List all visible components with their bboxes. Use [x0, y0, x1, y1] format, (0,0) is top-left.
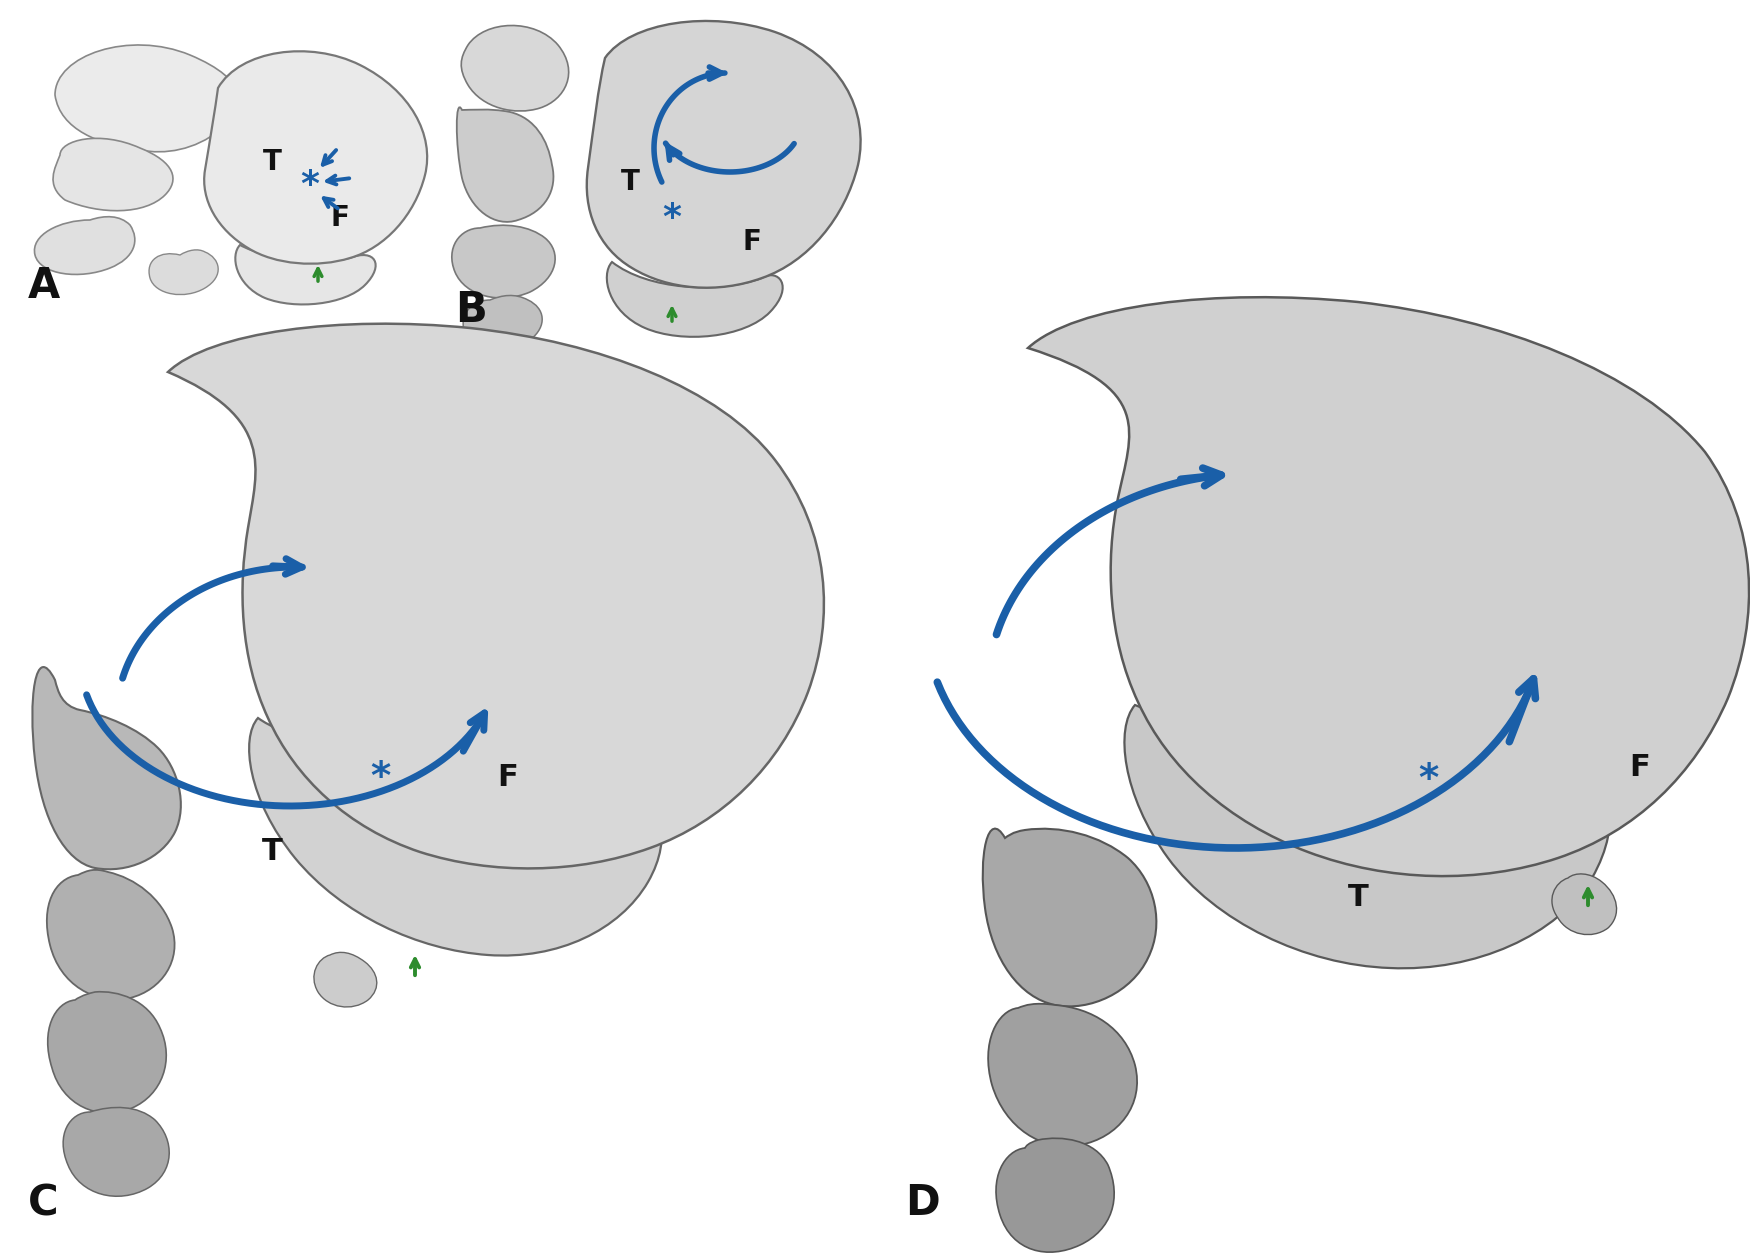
PathPatch shape	[462, 25, 569, 110]
Text: F: F	[497, 763, 518, 792]
PathPatch shape	[313, 953, 376, 1007]
PathPatch shape	[586, 21, 861, 287]
Text: T: T	[621, 168, 639, 196]
Text: B: B	[455, 289, 486, 331]
PathPatch shape	[31, 668, 180, 870]
PathPatch shape	[989, 1004, 1138, 1146]
PathPatch shape	[984, 828, 1157, 1007]
PathPatch shape	[47, 870, 175, 999]
Text: F: F	[1629, 753, 1650, 783]
Text: *: *	[663, 201, 681, 235]
Text: *: *	[369, 759, 390, 797]
Text: C: C	[28, 1182, 60, 1224]
Text: T: T	[1348, 884, 1368, 912]
PathPatch shape	[205, 51, 427, 264]
PathPatch shape	[457, 107, 553, 222]
Text: A: A	[28, 265, 60, 307]
PathPatch shape	[168, 324, 824, 868]
Text: T: T	[262, 837, 282, 866]
PathPatch shape	[1125, 705, 1610, 969]
PathPatch shape	[464, 295, 542, 351]
PathPatch shape	[248, 718, 662, 955]
PathPatch shape	[149, 250, 219, 295]
Text: F: F	[742, 228, 761, 256]
PathPatch shape	[452, 225, 555, 297]
Text: T: T	[262, 148, 282, 176]
PathPatch shape	[607, 262, 782, 336]
PathPatch shape	[234, 245, 376, 305]
PathPatch shape	[63, 1107, 170, 1196]
Text: D: D	[905, 1182, 940, 1224]
Text: *: *	[1418, 761, 1438, 799]
PathPatch shape	[52, 138, 173, 211]
Text: F: F	[331, 205, 350, 232]
PathPatch shape	[996, 1138, 1115, 1252]
PathPatch shape	[47, 991, 166, 1113]
PathPatch shape	[54, 45, 240, 152]
PathPatch shape	[35, 217, 135, 275]
PathPatch shape	[1027, 297, 1748, 876]
Text: *: *	[301, 168, 320, 202]
PathPatch shape	[1552, 873, 1617, 935]
